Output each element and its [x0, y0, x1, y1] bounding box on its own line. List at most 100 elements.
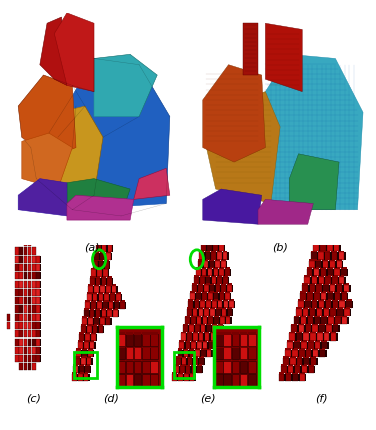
- Bar: [209, 334, 211, 341]
- Bar: [220, 316, 224, 317]
- Bar: [86, 358, 91, 365]
- Bar: [223, 345, 231, 348]
- Bar: [295, 334, 297, 341]
- Bar: [345, 301, 346, 308]
- Bar: [98, 261, 99, 268]
- Bar: [28, 256, 32, 263]
- Bar: [88, 284, 93, 286]
- Bar: [126, 334, 133, 346]
- Bar: [28, 280, 32, 288]
- Text: (e): (e): [200, 393, 216, 403]
- Bar: [305, 324, 311, 326]
- Bar: [248, 360, 256, 372]
- Bar: [332, 326, 333, 332]
- Bar: [182, 356, 186, 358]
- Bar: [96, 276, 100, 277]
- Bar: [36, 330, 40, 337]
- Bar: [111, 286, 112, 293]
- Bar: [188, 326, 189, 332]
- Bar: [315, 309, 317, 316]
- Bar: [307, 316, 313, 317]
- Bar: [331, 332, 336, 334]
- Bar: [191, 316, 196, 317]
- Bar: [211, 251, 216, 252]
- Bar: [292, 350, 298, 357]
- Bar: [319, 244, 320, 252]
- Bar: [338, 326, 340, 332]
- Bar: [217, 301, 218, 308]
- Bar: [307, 317, 313, 324]
- Bar: [24, 314, 27, 321]
- Bar: [229, 299, 234, 301]
- Bar: [312, 301, 317, 308]
- Bar: [289, 358, 290, 365]
- Bar: [215, 334, 223, 346]
- Bar: [210, 332, 215, 334]
- Bar: [102, 270, 103, 276]
- Bar: [88, 342, 90, 349]
- Bar: [183, 348, 188, 350]
- Bar: [341, 316, 347, 317]
- Bar: [94, 286, 99, 293]
- Bar: [320, 317, 321, 324]
- Bar: [215, 347, 223, 359]
- Bar: [338, 301, 340, 308]
- Bar: [103, 261, 105, 268]
- Bar: [15, 322, 19, 329]
- Bar: [32, 355, 36, 362]
- Bar: [212, 301, 217, 308]
- Bar: [179, 366, 180, 373]
- Bar: [248, 345, 256, 348]
- Bar: [197, 285, 198, 292]
- Bar: [134, 345, 141, 348]
- Bar: [296, 358, 297, 365]
- Bar: [117, 374, 125, 386]
- Bar: [28, 289, 32, 296]
- Bar: [306, 348, 311, 350]
- Bar: [338, 277, 339, 284]
- Bar: [134, 332, 141, 335]
- Bar: [309, 309, 315, 316]
- Text: (f): (f): [315, 393, 328, 403]
- Bar: [93, 318, 94, 325]
- Bar: [319, 324, 325, 326]
- Bar: [15, 330, 19, 337]
- Bar: [298, 350, 299, 357]
- Bar: [28, 338, 32, 346]
- Bar: [319, 350, 325, 357]
- Bar: [28, 363, 32, 370]
- Bar: [91, 300, 96, 301]
- Bar: [204, 309, 209, 316]
- Bar: [303, 332, 309, 334]
- Bar: [88, 350, 93, 357]
- Bar: [212, 293, 214, 300]
- Bar: [332, 324, 338, 326]
- Bar: [111, 253, 112, 261]
- Bar: [219, 293, 224, 300]
- Bar: [191, 317, 196, 324]
- Bar: [104, 260, 109, 261]
- Bar: [221, 259, 226, 261]
- Bar: [225, 316, 230, 317]
- Bar: [216, 277, 217, 284]
- Bar: [92, 294, 93, 301]
- Bar: [20, 305, 23, 313]
- Bar: [201, 350, 206, 357]
- Bar: [205, 251, 210, 252]
- Bar: [344, 277, 346, 284]
- Bar: [223, 299, 228, 301]
- Bar: [82, 348, 87, 350]
- Bar: [285, 350, 291, 357]
- Bar: [81, 326, 86, 333]
- Bar: [221, 261, 226, 268]
- Bar: [323, 334, 329, 341]
- Bar: [338, 251, 344, 252]
- Bar: [99, 318, 100, 325]
- Bar: [15, 314, 19, 321]
- Bar: [116, 292, 121, 294]
- Bar: [240, 345, 247, 348]
- Bar: [223, 332, 231, 335]
- Bar: [290, 356, 296, 358]
- Bar: [28, 272, 32, 280]
- Bar: [75, 358, 80, 365]
